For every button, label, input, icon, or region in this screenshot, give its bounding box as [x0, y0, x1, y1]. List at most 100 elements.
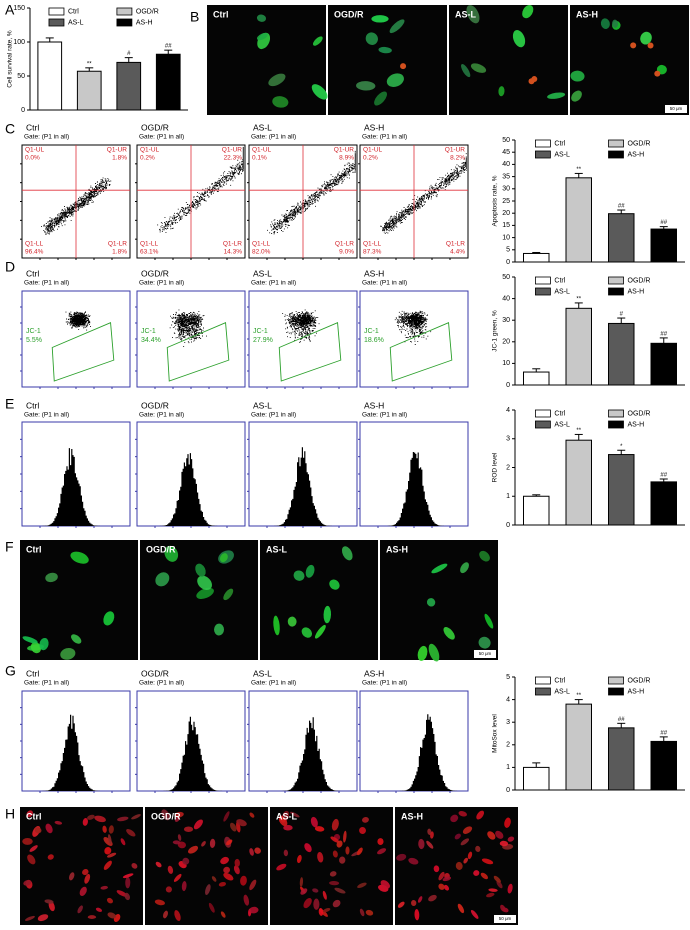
legend-swatch: [608, 420, 624, 429]
cell: [329, 880, 340, 886]
y-tick-label: 5: [506, 247, 510, 254]
quadrant-name: Q1-UL: [363, 147, 383, 154]
event-dots: [157, 146, 244, 234]
quadrant-percent: 8.9%: [339, 155, 354, 162]
micrograph: OGD/R: [145, 807, 268, 925]
gate-label: Gate: (P1 in all): [139, 412, 184, 419]
cell: [414, 909, 420, 921]
gate-label: Gate: (P1 in all): [24, 134, 69, 141]
cell: [312, 888, 319, 893]
y-tick-label: 10: [502, 234, 510, 241]
cell: [640, 31, 652, 45]
y-tick-label: 4: [506, 407, 510, 414]
quadrant-percent: 0.1%: [252, 155, 267, 162]
cell: [389, 19, 405, 34]
panel-label: B: [190, 9, 199, 25]
micrograph-bg: [145, 807, 268, 925]
significance-mark: ##: [660, 730, 667, 736]
significance-mark: **: [576, 693, 581, 699]
plot-title: AS-L: [253, 400, 272, 410]
micrograph-bg: [328, 5, 447, 115]
cell: [357, 882, 367, 888]
cell: [481, 858, 494, 865]
bar: [608, 322, 635, 386]
bar: [37, 41, 63, 111]
plot-title: Ctrl: [26, 400, 39, 410]
cell: [457, 903, 465, 914]
micrograph: AS-H 50 μm: [570, 5, 689, 115]
micrograph-label: Ctrl: [26, 811, 42, 821]
cell: [467, 851, 473, 860]
legend-label: AS-L: [554, 421, 570, 428]
quadrant-name: Q1-LR: [108, 241, 127, 248]
y-tick-label: 20: [502, 210, 510, 217]
cell: [332, 850, 338, 858]
micrograph-label: AS-H: [401, 811, 423, 821]
y-tick-label: 20: [502, 339, 510, 346]
quadrant-percent: 96.4%: [25, 249, 44, 256]
cell: [299, 877, 304, 888]
cell: [126, 829, 136, 837]
cell: [177, 834, 182, 841]
cell: [356, 847, 363, 856]
cell: [165, 886, 172, 893]
panel-label: D: [5, 259, 15, 275]
cell: [102, 825, 107, 833]
legend-swatch: [535, 420, 551, 429]
cell: [162, 910, 168, 919]
cell: [181, 881, 187, 892]
quadrant-name: Q1-UR: [107, 147, 128, 154]
cell: [317, 851, 324, 863]
cell: [478, 636, 491, 649]
cell: [365, 32, 378, 45]
cell: [500, 904, 506, 912]
cell: [570, 70, 585, 82]
cell: [301, 627, 313, 638]
y-tick-label: 3: [506, 436, 510, 443]
quadrant-name: Q1-LL: [363, 241, 381, 248]
gate-label: Gate: (P1 in all): [362, 280, 407, 287]
cell: [428, 643, 440, 662]
cell: [155, 861, 162, 868]
cell: [438, 871, 445, 881]
plot-frame: [359, 690, 469, 792]
bar: [608, 727, 635, 791]
cell: [45, 823, 53, 834]
quadrant-percent: 9.0%: [339, 249, 354, 256]
legend-label: AS-L: [554, 288, 570, 295]
y-tick-label: 25: [502, 198, 510, 205]
gate-percent: 5.5%: [26, 337, 42, 344]
quadrant-name: Q1-LR: [223, 241, 242, 248]
cell: [293, 570, 305, 581]
significance-mark: #: [127, 51, 131, 57]
cell: [484, 613, 494, 629]
cell: [443, 627, 455, 640]
cell: [493, 875, 501, 883]
gate-label: Gate: (P1 in all): [139, 134, 184, 141]
legend-swatch: [535, 687, 551, 696]
micrograph-label: Ctrl: [26, 544, 42, 554]
plot-title: Ctrl: [26, 268, 39, 278]
micrograph-bg: [260, 540, 378, 660]
cell: [460, 562, 469, 574]
gate-polygon: [278, 322, 342, 382]
legend-label: AS-H: [628, 288, 645, 295]
cell: [87, 915, 97, 919]
cell: [339, 856, 346, 864]
cell: [371, 15, 389, 23]
cell: [124, 892, 130, 901]
panel-label: G: [5, 663, 16, 679]
legend-label: Ctrl: [554, 277, 565, 284]
y-tick-label: 1: [506, 764, 510, 771]
cell: [332, 899, 341, 908]
y-tick-label: 45: [502, 149, 510, 156]
gate-label: Gate: (P1 in all): [362, 412, 407, 419]
micrograph-label: AS-H: [386, 544, 408, 554]
legend-label: AS-L: [554, 688, 570, 695]
cell: [499, 840, 509, 847]
plot-title: OGD/R: [141, 668, 169, 678]
legend-label: Ctrl: [554, 410, 565, 417]
cell: [243, 894, 250, 906]
cell: [272, 96, 289, 108]
